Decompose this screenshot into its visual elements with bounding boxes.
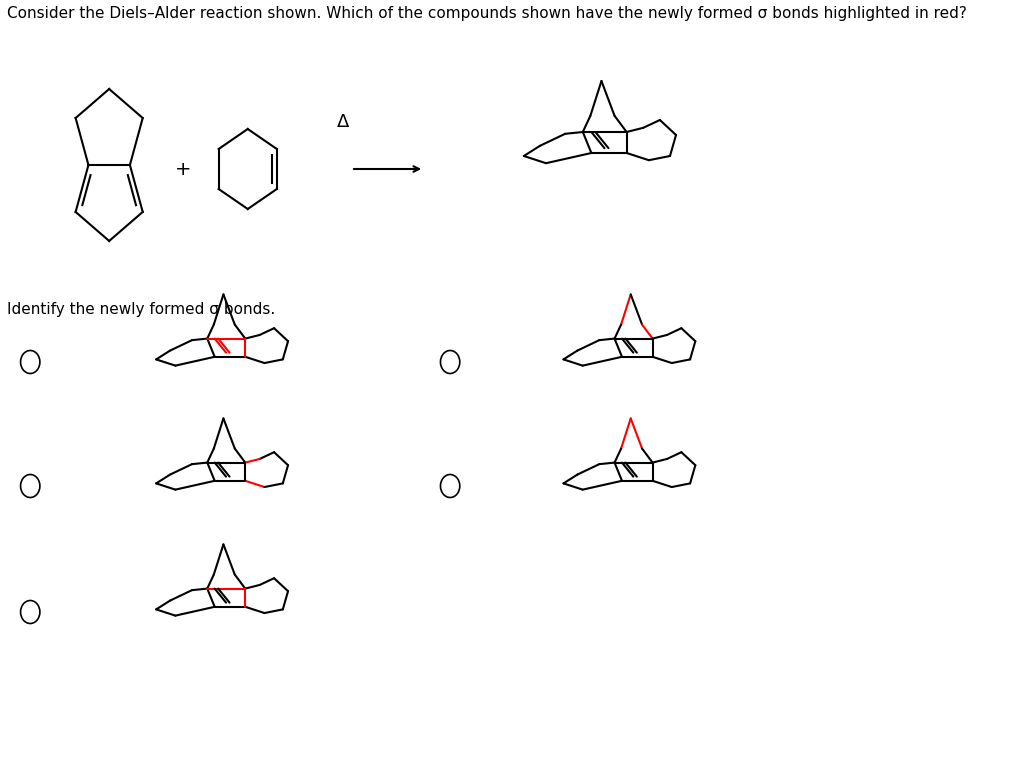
Text: Consider the Diels–Alder reaction shown. Which of the compounds shown have the n: Consider the Diels–Alder reaction shown.… <box>7 6 967 21</box>
Text: $\Delta$: $\Delta$ <box>336 113 350 131</box>
Text: +: + <box>175 159 191 179</box>
Text: Identify the newly formed σ bonds.: Identify the newly formed σ bonds. <box>7 302 275 317</box>
